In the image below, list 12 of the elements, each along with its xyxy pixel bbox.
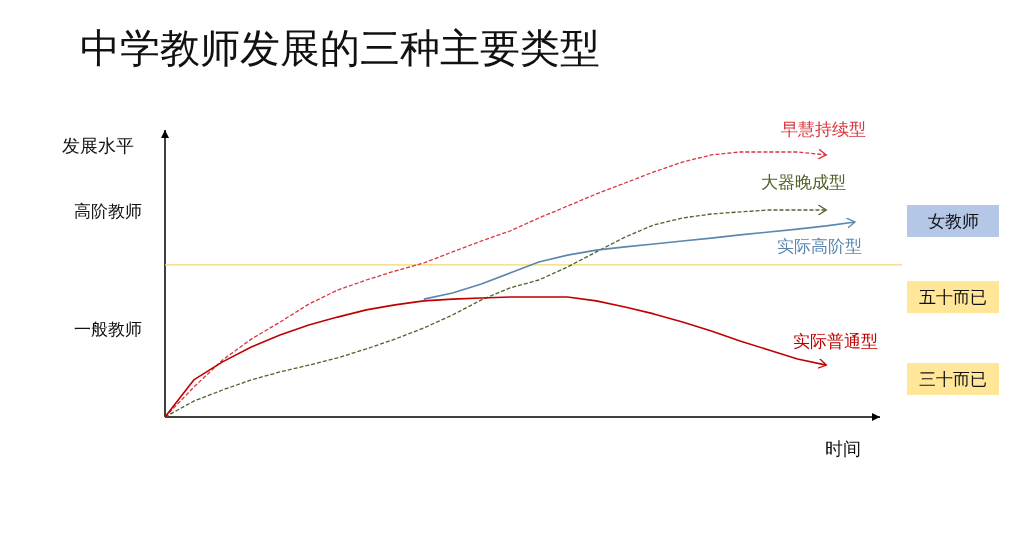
series-label: 实际普通型 — [793, 331, 879, 352]
x-axis-title: 时间 — [825, 438, 861, 459]
y-axis-title: 发展水平 — [62, 135, 134, 156]
text: 一般教师 — [74, 319, 142, 339]
text: 三十而已 — [919, 369, 987, 389]
text: 五十而已 — [919, 287, 987, 307]
text: 高阶教师 — [74, 201, 142, 221]
chart-title: 中学教师发展的三种主要类型 — [80, 25, 600, 71]
text: 女教师 — [927, 211, 979, 231]
series-label: 大器晚成型 — [761, 172, 847, 193]
series-label: 早慧持续型 — [781, 118, 867, 139]
series-label: 实际高阶型 — [777, 235, 862, 256]
